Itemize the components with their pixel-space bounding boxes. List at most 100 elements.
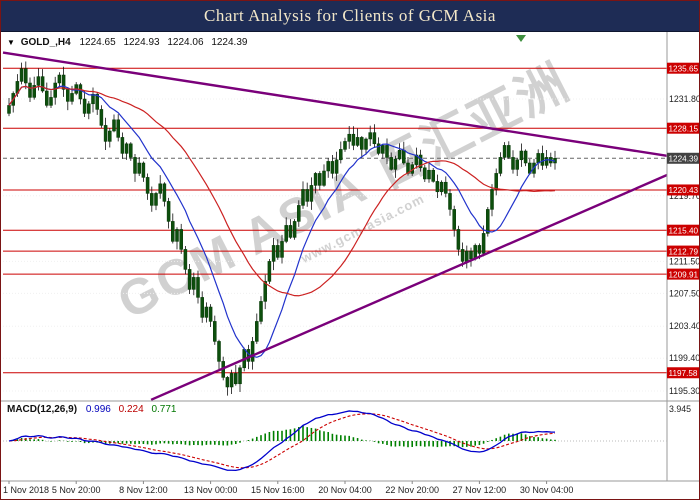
candle[interactable] [116,119,120,138]
candle[interactable] [133,157,137,174]
candle[interactable] [355,137,360,146]
candle[interactable] [477,245,482,254]
candle[interactable] [141,162,146,178]
candle[interactable] [439,181,444,193]
candle[interactable] [486,209,490,234]
candle[interactable] [544,157,549,166]
candle[interactable] [179,229,183,250]
candle[interactable] [448,193,452,210]
candle[interactable] [309,185,314,202]
candle[interactable] [427,169,431,180]
candle[interactable] [91,93,95,105]
candle[interactable] [112,119,116,132]
candle[interactable] [271,245,276,262]
candle[interactable] [263,281,267,302]
candle[interactable] [343,141,347,150]
candle[interactable] [536,153,540,164]
candle[interactable] [313,173,318,186]
candle[interactable] [351,133,356,146]
candle[interactable] [187,269,192,290]
candle[interactable] [137,162,141,174]
candle[interactable] [397,149,402,160]
candle[interactable] [78,84,83,100]
candle[interactable] [372,132,377,145]
candle[interactable] [267,261,272,282]
candle[interactable] [347,133,351,142]
candle[interactable] [129,143,133,158]
candle[interactable] [284,225,288,242]
price-level-tag[interactable] [667,245,700,257]
candle[interactable] [158,183,162,194]
candle[interactable] [435,181,440,193]
candle[interactable] [103,125,108,142]
candle[interactable] [7,105,11,114]
candle[interactable] [490,189,494,210]
candle[interactable] [162,183,167,202]
candle[interactable] [255,321,259,342]
candle[interactable] [519,150,524,161]
candle[interactable] [196,277,200,298]
candle[interactable] [305,189,309,202]
candle[interactable] [330,161,335,174]
candle[interactable] [368,132,372,140]
candle[interactable] [389,157,393,170]
candle[interactable] [280,241,284,258]
candle[interactable] [82,98,87,114]
candle[interactable] [301,189,305,206]
candle[interactable] [200,297,204,318]
candle[interactable] [171,221,175,242]
candle[interactable] [423,167,427,180]
candle[interactable] [402,149,406,164]
candle[interactable] [40,76,45,92]
candle[interactable] [213,321,217,342]
candle[interactable] [61,74,66,90]
candle[interactable] [49,97,53,106]
candle[interactable] [36,76,41,86]
last-price-tag[interactable] [667,152,700,164]
candle[interactable] [124,143,129,154]
candle[interactable] [28,82,32,98]
candle[interactable] [166,201,171,222]
candle[interactable] [250,341,255,362]
candle[interactable] [246,349,251,362]
candle[interactable] [145,177,150,194]
candle[interactable] [24,68,28,84]
candle[interactable] [297,205,301,222]
candle[interactable] [108,130,112,142]
candle[interactable] [376,143,381,154]
candle[interactable] [502,145,507,158]
candle[interactable] [452,209,456,230]
price-level-tag[interactable] [667,367,700,379]
candle[interactable] [507,145,511,158]
price-level-tag[interactable] [667,224,700,236]
price-level-tag[interactable] [667,122,700,134]
candle[interactable] [444,181,448,194]
candle[interactable] [150,193,154,206]
candle[interactable] [99,109,104,126]
candle[interactable] [120,137,125,154]
macd-main-line[interactable] [8,410,556,472]
candle[interactable] [234,373,238,385]
candle[interactable] [32,85,36,98]
candle[interactable] [192,277,196,290]
candle[interactable] [469,250,473,260]
candle[interactable] [418,154,423,169]
price-level-tag[interactable] [667,268,700,280]
macd-signal-line[interactable] [8,413,556,469]
candle[interactable] [53,82,57,98]
trendline[interactable] [2,51,668,157]
candle[interactable] [183,249,188,270]
price-level-tag[interactable] [667,184,700,196]
candle[interactable] [70,93,74,102]
candle[interactable] [431,169,435,182]
candle[interactable] [364,138,368,150]
candle[interactable] [393,158,398,170]
candle[interactable] [19,68,24,82]
moving-average-line[interactable] [8,85,556,358]
candle[interactable] [208,306,213,322]
candle[interactable] [45,90,49,106]
candle[interactable] [540,153,545,166]
candle[interactable] [225,377,230,388]
candle[interactable] [66,89,70,102]
candle[interactable] [87,103,91,114]
